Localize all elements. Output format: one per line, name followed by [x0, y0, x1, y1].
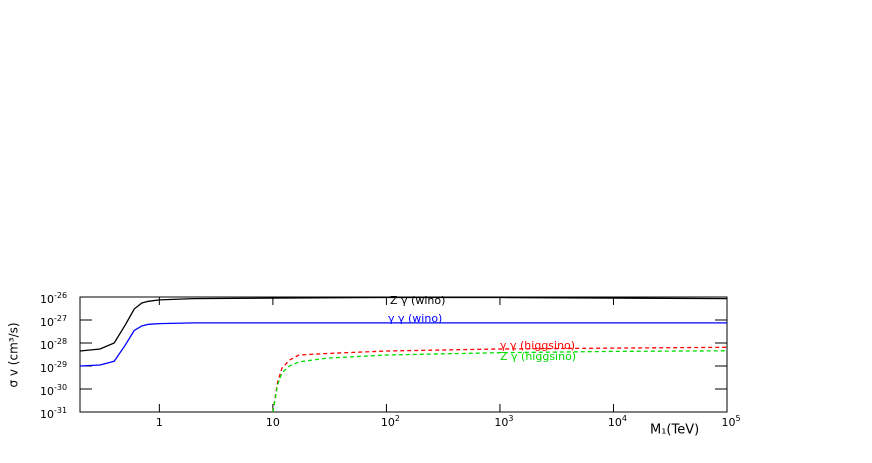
series-label: γ γ (higgsino) [500, 339, 575, 352]
tick-base: 10 [494, 416, 508, 429]
tick-exponent: 4 [622, 414, 627, 423]
series-line [272, 350, 728, 413]
tick-base: 10 [608, 416, 622, 429]
series-line [79, 322, 727, 367]
tick-label: 104 [608, 414, 627, 430]
tick-base: 10 [40, 339, 54, 352]
series-line [79, 296, 728, 352]
tick-label: 10 [266, 416, 280, 429]
tick-exponent: -30 [54, 383, 67, 392]
tick-base: 10 [40, 316, 54, 329]
series-label: Z γ (higgsino) [500, 350, 576, 363]
tick-label: 10-31 [40, 406, 67, 422]
tick-label: 105 [721, 414, 740, 430]
tick-label: 10-29 [40, 360, 67, 376]
tick-label: 10-30 [40, 383, 67, 399]
x-axis-label: M₁(TeV) [650, 423, 699, 438]
tick-base: 10 [40, 293, 54, 306]
tick-base: 10 [40, 408, 54, 421]
tick-exponent: -27 [54, 314, 67, 323]
tick-base: 10 [381, 416, 395, 429]
tick-exponent: 5 [735, 414, 740, 423]
tick-label: 10-26 [40, 291, 67, 307]
y-axis-label: σ v (cm³/s) [7, 322, 21, 387]
tick-label: 10-28 [40, 337, 67, 353]
series-label: Z γ (wino) [390, 294, 445, 307]
tick-base: 10 [40, 362, 54, 375]
tick-exponent: -28 [54, 337, 67, 346]
tick-base: 10 [40, 385, 54, 398]
tick-label: 10-27 [40, 314, 67, 330]
tick-exponent: -26 [54, 291, 67, 300]
tick-label: 102 [381, 414, 400, 430]
tick-exponent: -31 [54, 406, 67, 415]
series-line [272, 346, 728, 413]
tick-exponent: -29 [54, 360, 67, 369]
tick-exponent: 3 [508, 414, 513, 423]
series-label: γ γ (wino) [388, 312, 442, 325]
tick-label: 1 [156, 416, 163, 429]
tick-base: 10 [721, 416, 735, 429]
tick-label: 103 [494, 414, 513, 430]
tick-exponent: 2 [395, 414, 400, 423]
